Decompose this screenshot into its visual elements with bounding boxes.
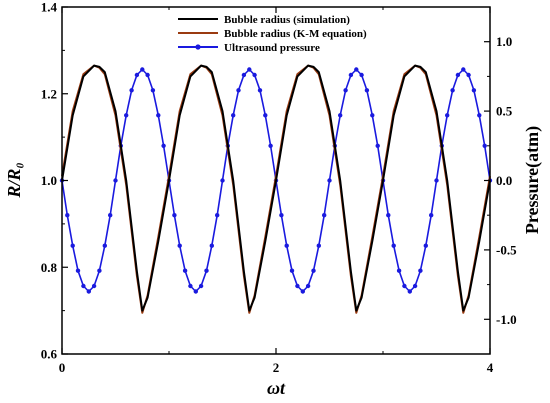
series-point bbox=[220, 178, 225, 183]
y-axis-right-label: Pressure(atm) bbox=[522, 126, 543, 234]
series-point bbox=[241, 72, 247, 78]
x-tick-label: 0 bbox=[59, 360, 66, 375]
series-point bbox=[445, 113, 450, 118]
series-point bbox=[252, 72, 257, 78]
series-point bbox=[391, 243, 396, 248]
legend-label-0: Bubble radius (simulation) bbox=[224, 14, 350, 26]
series-point bbox=[236, 88, 241, 93]
series-point bbox=[247, 67, 252, 72]
y-left-tick-label: 0.8 bbox=[41, 260, 58, 275]
series-point bbox=[429, 213, 434, 218]
legend: Bubble radius (simulation) Bubble radius … bbox=[178, 14, 367, 54]
series-point bbox=[108, 213, 113, 218]
series-point bbox=[156, 113, 161, 118]
series-point bbox=[316, 243, 321, 248]
x-tick-label: 2 bbox=[273, 360, 280, 375]
axes-layer: 0 2 4 0.6 0.8 1.0 1.2 1.4 -1.0 -0.5 0.0 0.5 1.0 bbox=[41, 0, 517, 375]
series-point bbox=[124, 113, 129, 118]
y-left-tick-label: 1.4 bbox=[41, 0, 58, 15]
series-point bbox=[263, 113, 268, 118]
series-point bbox=[134, 72, 140, 78]
series-point bbox=[182, 268, 188, 273]
series-point bbox=[375, 143, 380, 148]
series-point bbox=[477, 113, 482, 118]
legend-label-2: Ultrasound pressure bbox=[224, 42, 320, 54]
series-point bbox=[172, 213, 177, 218]
series-point bbox=[257, 88, 263, 93]
series-point bbox=[338, 113, 343, 118]
y-right-tick-label: 1.0 bbox=[496, 34, 512, 49]
series-point bbox=[145, 72, 150, 78]
series-point bbox=[364, 88, 370, 93]
series-point bbox=[418, 268, 423, 273]
series-point bbox=[75, 268, 81, 273]
series-point bbox=[198, 283, 204, 289]
series-point bbox=[359, 72, 364, 78]
series-point bbox=[140, 67, 145, 72]
series-layer bbox=[59, 64, 493, 314]
series-point bbox=[279, 213, 284, 218]
x-axis-label: ωt bbox=[267, 378, 286, 398]
series-point bbox=[204, 268, 209, 273]
series-point bbox=[268, 143, 273, 148]
series-point bbox=[396, 268, 402, 273]
y-axis-left-label: R/R₀ bbox=[4, 162, 24, 198]
y-right-tick-label: -1.0 bbox=[496, 312, 517, 327]
series-point bbox=[482, 143, 487, 148]
series-point bbox=[113, 178, 118, 183]
series-point bbox=[423, 243, 428, 248]
series-point bbox=[450, 88, 455, 93]
series-point bbox=[231, 113, 236, 118]
series-point bbox=[305, 283, 311, 289]
series-point bbox=[289, 268, 295, 273]
series-point bbox=[188, 283, 193, 289]
series-point bbox=[407, 289, 412, 294]
series-point bbox=[65, 213, 70, 218]
series-point bbox=[209, 243, 214, 248]
series-point bbox=[322, 213, 327, 218]
series-point bbox=[177, 243, 182, 248]
series-line-0 bbox=[61, 64, 491, 312]
series-point bbox=[402, 283, 407, 289]
series-point bbox=[284, 243, 289, 248]
series-point bbox=[102, 243, 108, 248]
series-point bbox=[215, 213, 220, 218]
series-point bbox=[70, 243, 75, 248]
series-point bbox=[354, 67, 359, 72]
y-right-tick-label: 0.0 bbox=[496, 173, 512, 188]
series-point bbox=[129, 88, 134, 93]
series-point bbox=[295, 283, 300, 289]
y-left-tick-label: 1.0 bbox=[41, 173, 57, 188]
series-point bbox=[86, 289, 92, 294]
series-point bbox=[348, 72, 354, 78]
series-point bbox=[97, 268, 102, 273]
series-point bbox=[150, 88, 156, 93]
series-point bbox=[327, 178, 332, 183]
legend-label-1: Bubble radius (K-M equation) bbox=[224, 28, 367, 40]
series-point bbox=[311, 268, 316, 273]
series-point bbox=[461, 67, 466, 72]
series-point bbox=[300, 289, 305, 294]
series-point bbox=[434, 178, 439, 183]
legend-marker-2 bbox=[195, 44, 201, 50]
series-point bbox=[466, 72, 471, 78]
series-point bbox=[471, 88, 477, 93]
y-left-tick-label: 1.2 bbox=[41, 86, 57, 101]
y-left-tick-label: 0.6 bbox=[41, 347, 58, 362]
series-point bbox=[455, 72, 461, 78]
series-point bbox=[386, 213, 391, 218]
y-right-tick-label: 0.5 bbox=[496, 104, 513, 119]
series-point bbox=[370, 113, 375, 118]
series-point bbox=[91, 283, 97, 289]
series-point bbox=[412, 283, 418, 289]
series-point bbox=[161, 143, 166, 148]
x-tick-label: 4 bbox=[487, 360, 494, 375]
y-right-tick-label: -0.5 bbox=[496, 242, 517, 257]
series-point bbox=[81, 283, 86, 289]
series-point bbox=[343, 88, 348, 93]
series-point bbox=[193, 289, 198, 294]
